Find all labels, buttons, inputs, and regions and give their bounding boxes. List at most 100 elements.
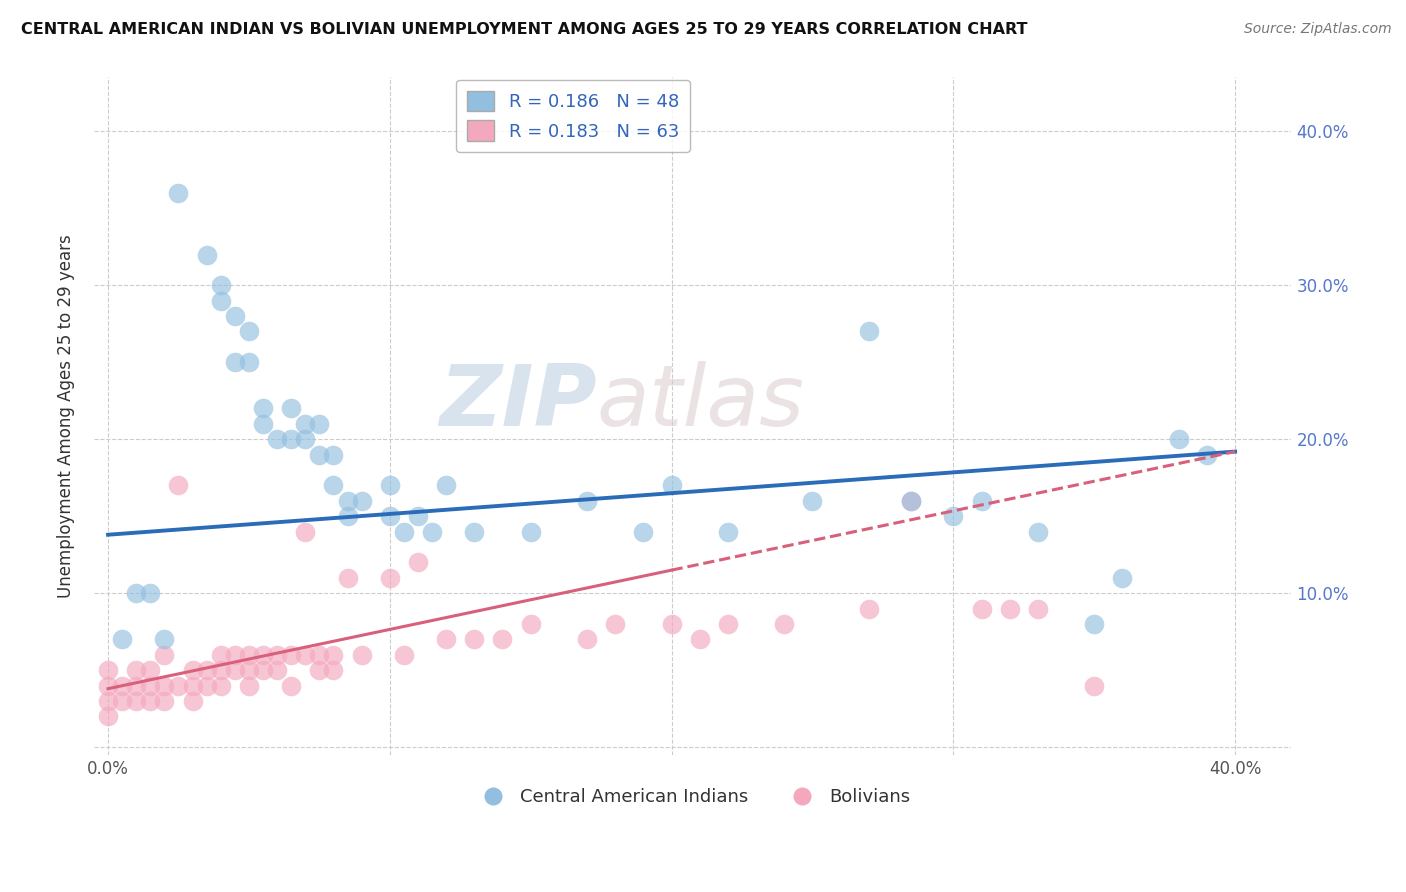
Point bbox=[238, 355, 260, 369]
Point bbox=[998, 601, 1021, 615]
Point bbox=[519, 617, 541, 632]
Text: Source: ZipAtlas.com: Source: ZipAtlas.com bbox=[1244, 22, 1392, 37]
Point bbox=[322, 663, 344, 677]
Point bbox=[336, 571, 359, 585]
Point bbox=[209, 293, 232, 308]
Point bbox=[336, 493, 359, 508]
Point bbox=[195, 679, 218, 693]
Point bbox=[209, 663, 232, 677]
Point bbox=[238, 325, 260, 339]
Point bbox=[167, 186, 190, 200]
Point bbox=[139, 586, 162, 600]
Point bbox=[97, 694, 120, 708]
Point bbox=[1026, 601, 1049, 615]
Point bbox=[463, 524, 485, 539]
Point bbox=[576, 632, 599, 647]
Point bbox=[322, 648, 344, 662]
Point bbox=[139, 663, 162, 677]
Point bbox=[111, 632, 134, 647]
Point bbox=[167, 679, 190, 693]
Point bbox=[322, 448, 344, 462]
Point bbox=[576, 493, 599, 508]
Point bbox=[392, 648, 415, 662]
Point bbox=[111, 694, 134, 708]
Point bbox=[308, 663, 330, 677]
Point bbox=[900, 493, 922, 508]
Point bbox=[224, 309, 246, 323]
Point bbox=[773, 617, 796, 632]
Legend: Central American Indians, Bolivians: Central American Indians, Bolivians bbox=[468, 781, 918, 814]
Point bbox=[266, 432, 288, 446]
Point bbox=[970, 601, 993, 615]
Point bbox=[350, 648, 373, 662]
Point bbox=[1167, 432, 1189, 446]
Point bbox=[1083, 617, 1105, 632]
Point bbox=[491, 632, 513, 647]
Point bbox=[195, 247, 218, 261]
Point bbox=[1111, 571, 1133, 585]
Point bbox=[434, 478, 457, 492]
Point bbox=[139, 679, 162, 693]
Point bbox=[308, 448, 330, 462]
Point bbox=[689, 632, 711, 647]
Point bbox=[238, 663, 260, 677]
Point bbox=[392, 524, 415, 539]
Point bbox=[280, 679, 302, 693]
Point bbox=[378, 478, 401, 492]
Point bbox=[970, 493, 993, 508]
Point bbox=[308, 417, 330, 431]
Point bbox=[308, 648, 330, 662]
Point bbox=[153, 648, 176, 662]
Point bbox=[97, 679, 120, 693]
Point bbox=[280, 648, 302, 662]
Point bbox=[294, 648, 316, 662]
Point bbox=[153, 632, 176, 647]
Point bbox=[97, 709, 120, 723]
Point bbox=[125, 586, 148, 600]
Point bbox=[633, 524, 655, 539]
Text: atlas: atlas bbox=[598, 361, 804, 444]
Point bbox=[322, 478, 344, 492]
Y-axis label: Unemployment Among Ages 25 to 29 years: Unemployment Among Ages 25 to 29 years bbox=[58, 235, 75, 598]
Point bbox=[224, 663, 246, 677]
Text: CENTRAL AMERICAN INDIAN VS BOLIVIAN UNEMPLOYMENT AMONG AGES 25 TO 29 YEARS CORRE: CENTRAL AMERICAN INDIAN VS BOLIVIAN UNEM… bbox=[21, 22, 1028, 37]
Point bbox=[167, 478, 190, 492]
Text: ZIP: ZIP bbox=[439, 361, 598, 444]
Point bbox=[181, 679, 204, 693]
Point bbox=[97, 663, 120, 677]
Point bbox=[420, 524, 443, 539]
Point bbox=[209, 679, 232, 693]
Point bbox=[661, 478, 683, 492]
Point bbox=[463, 632, 485, 647]
Point bbox=[858, 325, 880, 339]
Point bbox=[858, 601, 880, 615]
Point bbox=[224, 648, 246, 662]
Point bbox=[195, 663, 218, 677]
Point bbox=[717, 524, 740, 539]
Point bbox=[125, 694, 148, 708]
Point bbox=[238, 648, 260, 662]
Point bbox=[942, 509, 965, 524]
Point bbox=[406, 556, 429, 570]
Point bbox=[336, 509, 359, 524]
Point bbox=[224, 355, 246, 369]
Point bbox=[139, 694, 162, 708]
Point bbox=[900, 493, 922, 508]
Point bbox=[280, 401, 302, 416]
Point bbox=[294, 432, 316, 446]
Point bbox=[605, 617, 627, 632]
Point bbox=[209, 648, 232, 662]
Point bbox=[378, 509, 401, 524]
Point bbox=[209, 278, 232, 293]
Point bbox=[252, 663, 274, 677]
Point bbox=[350, 493, 373, 508]
Point bbox=[801, 493, 824, 508]
Point bbox=[238, 679, 260, 693]
Point bbox=[294, 417, 316, 431]
Point bbox=[111, 679, 134, 693]
Point bbox=[1083, 679, 1105, 693]
Point bbox=[1026, 524, 1049, 539]
Point bbox=[125, 663, 148, 677]
Point bbox=[153, 679, 176, 693]
Point bbox=[181, 694, 204, 708]
